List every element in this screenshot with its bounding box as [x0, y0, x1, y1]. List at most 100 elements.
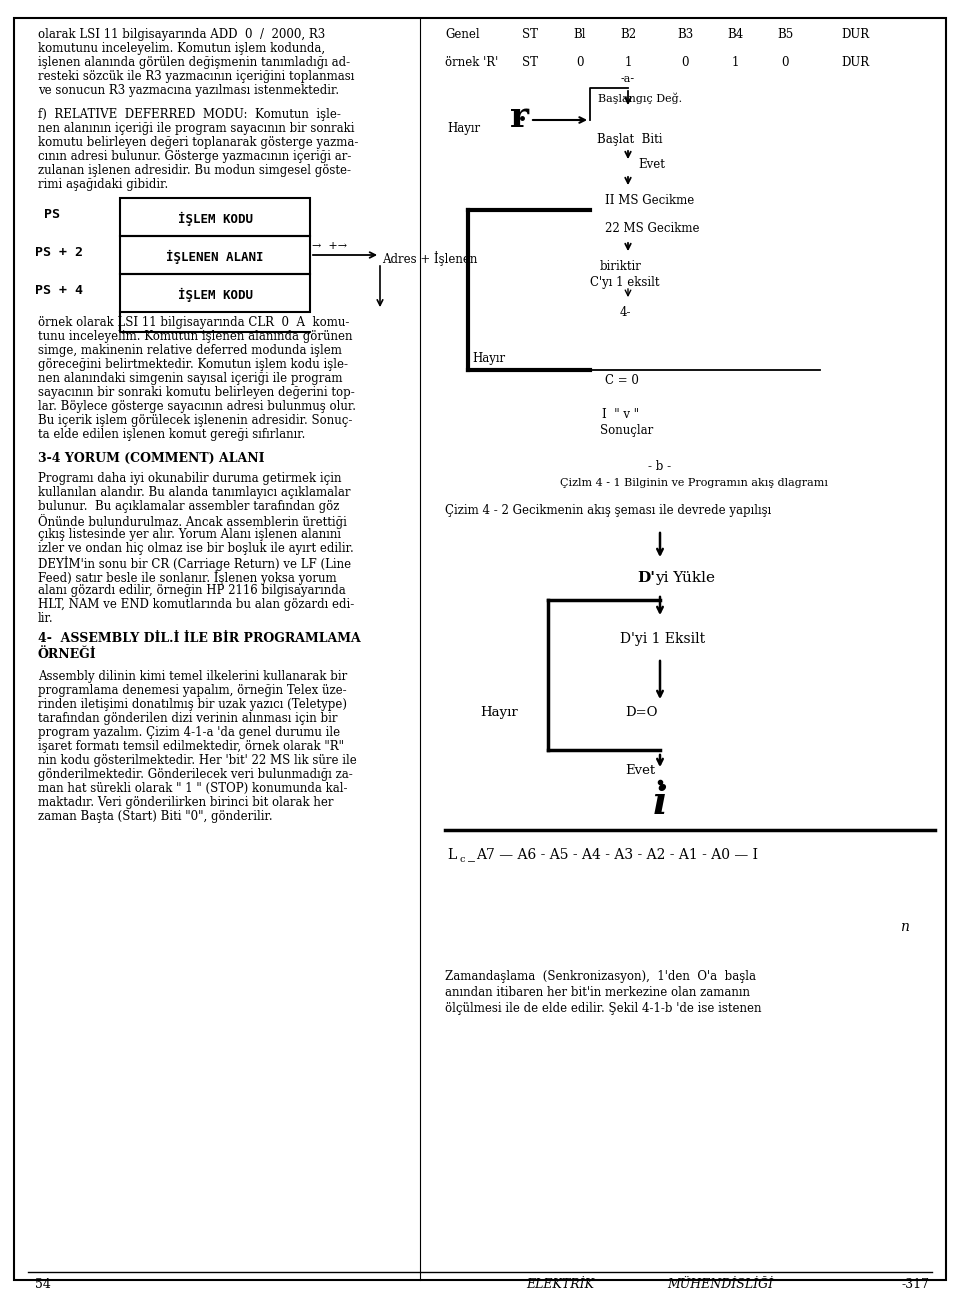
Text: programlama denemesi yapalım, örneğin Telex üze-: programlama denemesi yapalım, örneğin Te…: [38, 684, 347, 697]
Text: 22 MS Gecikme: 22 MS Gecikme: [605, 222, 700, 235]
Text: izler ve ondan hiç olmaz ise bir boşluk ile ayırt edilir.: izler ve ondan hiç olmaz ise bir boşluk …: [38, 543, 353, 556]
Text: Bl: Bl: [574, 29, 587, 42]
Text: 0: 0: [682, 56, 688, 69]
Text: Adres + İşlenen: Adres + İşlenen: [382, 252, 477, 266]
Text: L: L: [447, 848, 456, 862]
Text: Sonuçlar: Sonuçlar: [600, 424, 653, 437]
Text: 1: 1: [624, 56, 632, 69]
Text: komutunu inceleyelim. Komutun işlem kodunda,: komutunu inceleyelim. Komutun işlem kodu…: [38, 42, 325, 55]
Text: f)  RELATIVE  DEFERRED  MODU:  Komutun  işle-: f) RELATIVE DEFERRED MODU: Komutun işle-: [38, 108, 341, 121]
Text: B3: B3: [677, 29, 693, 42]
Text: zulanan işlenen adresidir. Bu modun simgesel göste-: zulanan işlenen adresidir. Bu modun simg…: [38, 164, 351, 177]
Text: İŞLEM KODU: İŞLEM KODU: [178, 288, 252, 302]
Text: Hayır: Hayır: [480, 706, 517, 719]
Text: Genel: Genel: [445, 29, 480, 42]
Text: lir.: lir.: [38, 611, 54, 626]
Text: PS: PS: [44, 208, 60, 221]
Text: PS + 2: PS + 2: [35, 247, 83, 260]
Text: Assembly dilinin kimi temel ilkelerini kullanarak bir: Assembly dilinin kimi temel ilkelerini k…: [38, 670, 348, 683]
Text: →  +→: → +→: [312, 241, 348, 251]
Text: Hayır: Hayır: [472, 352, 505, 365]
Text: göreceğini belirtmektedir. Komutun işlem kodu işle-: göreceğini belirtmektedir. Komutun işlem…: [38, 358, 348, 371]
Text: n: n: [900, 920, 909, 935]
Text: tarafından gönderilen dizi verinin alınması için bir: tarafından gönderilen dizi verinin alınm…: [38, 713, 338, 726]
Text: Çizim 4 - 2 Gecikmenin akış şeması ile devrede yapılışı: Çizim 4 - 2 Gecikmenin akış şeması ile d…: [445, 504, 771, 517]
Text: Hayır: Hayır: [447, 122, 480, 135]
Text: HLT, NAM ve END komutlarında bu alan gözardı edi-: HLT, NAM ve END komutlarında bu alan göz…: [38, 598, 354, 611]
Text: B2: B2: [620, 29, 636, 42]
Text: alanı gözardı edilir, örneğin HP 2116 bilgisayarında: alanı gözardı edilir, örneğin HP 2116 bi…: [38, 584, 346, 597]
Text: İŞLENEN ALANI: İŞLENEN ALANI: [166, 251, 264, 263]
Text: maktadır. Veri gönderilirken birinci bit olarak her: maktadır. Veri gönderilirken birinci bit…: [38, 796, 333, 809]
Text: rinden iletişimi donatılmış bir uzak yazıcı (Teletype): rinden iletişimi donatılmış bir uzak yaz…: [38, 698, 347, 711]
Text: c: c: [460, 855, 466, 864]
Text: örnek olarak LSI 11 bilgisayarında CLR  0  A  komu-: örnek olarak LSI 11 bilgisayarında CLR 0…: [38, 315, 349, 328]
Text: ÖRNEĞİ: ÖRNEĞİ: [38, 648, 97, 661]
Text: B5: B5: [777, 29, 793, 42]
Text: yi Yükle: yi Yükle: [655, 571, 715, 585]
Text: anından itibaren her bit'in merkezine olan zamanın: anından itibaren her bit'in merkezine ol…: [445, 986, 750, 999]
Text: D=O: D=O: [625, 706, 658, 719]
Text: Başlat  Biti: Başlat Biti: [597, 132, 662, 145]
Text: - b -: - b -: [648, 459, 672, 472]
Text: 0: 0: [576, 56, 584, 69]
Text: Önünde bulundurulmaz. Ancak assemblerin ürettiği: Önünde bulundurulmaz. Ancak assemblerin …: [38, 514, 347, 530]
Text: nen alanının içeriği ile program sayacının bir sonraki: nen alanının içeriği ile program sayacın…: [38, 122, 354, 135]
Text: MÜHENDİSLİĞİ: MÜHENDİSLİĞİ: [667, 1279, 773, 1292]
Text: DUR: DUR: [841, 56, 869, 69]
Text: Bu içerik işlem görülecek işlenenin adresidir. Sonuç-: Bu içerik işlem görülecek işlenenin adre…: [38, 414, 352, 427]
Bar: [120, 199, 310, 236]
Text: ELEKTRİK: ELEKTRİK: [526, 1279, 594, 1292]
Text: simge, makinenin relative deferred modunda işlem: simge, makinenin relative deferred modun…: [38, 344, 342, 357]
Text: B4: B4: [727, 29, 743, 42]
Text: Çizlm 4 - 1 Bilginin ve Programın akış dlagramı: Çizlm 4 - 1 Bilginin ve Programın akış d…: [560, 478, 828, 488]
Text: sayacının bir sonraki komutu belirleyen değerini top-: sayacının bir sonraki komutu belirleyen …: [38, 386, 355, 398]
Text: çıkış listesinde yer alır. Yorum Alanı işlenen alanını: çıkış listesinde yer alır. Yorum Alanı i…: [38, 528, 341, 541]
Text: resteki sözcük ile R3 yazmacının içeriğini toplanması: resteki sözcük ile R3 yazmacının içeriği…: [38, 70, 354, 83]
Text: biriktir: biriktir: [600, 260, 642, 273]
Text: Zamandaşlama  (Senkronizasyon),  1'den  O'a  başla: Zamandaşlama (Senkronizasyon), 1'den O'a…: [445, 970, 756, 983]
Text: cının adresi bulunur. Gösterge yazmacının içeriği ar-: cının adresi bulunur. Gösterge yazmacını…: [38, 151, 351, 164]
Text: rimi aşağıdaki gibidir.: rimi aşağıdaki gibidir.: [38, 178, 168, 191]
Text: DEYİM'in sonu bir CR (Carriage Return) ve LF (Line: DEYİM'in sonu bir CR (Carriage Return) v…: [38, 556, 351, 571]
Text: DUR: DUR: [841, 29, 869, 42]
Text: nen alanındaki simgenin sayısal içeriği ile program: nen alanındaki simgenin sayısal içeriği …: [38, 373, 343, 386]
Text: r: r: [510, 100, 529, 134]
Text: 4-: 4-: [620, 306, 632, 319]
Text: işlenen alanında görülen değişmenin tanımladığı ad-: işlenen alanında görülen değişmenin tanı…: [38, 56, 350, 69]
Text: gönderilmektedir. Gönderilecek veri bulunmadığı za-: gönderilmektedir. Gönderilecek veri bulu…: [38, 768, 352, 781]
Text: komutu belirleyen değeri toplanarak gösterge yazma-: komutu belirleyen değeri toplanarak göst…: [38, 136, 358, 149]
Text: D'yi 1 Eksilt: D'yi 1 Eksilt: [620, 632, 706, 646]
Text: ST: ST: [522, 29, 538, 42]
Text: _: _: [468, 848, 475, 862]
Text: 54: 54: [35, 1279, 51, 1292]
Text: I  " v ": I " v ": [602, 408, 639, 421]
Text: 0: 0: [781, 56, 789, 69]
Text: man hat sürekli olarak " 1 " (STOP) konumunda kal-: man hat sürekli olarak " 1 " (STOP) konu…: [38, 781, 348, 794]
Bar: [120, 236, 310, 274]
Bar: [120, 274, 310, 312]
Text: D': D': [637, 571, 655, 585]
Text: 3-4 YORUM (COMMENT) ALANI: 3-4 YORUM (COMMENT) ALANI: [38, 452, 265, 465]
Text: Feed) satır besle ile sonlanır. İşlenen yoksa yorum: Feed) satır besle ile sonlanır. İşlenen …: [38, 570, 337, 585]
Text: tunu inceleyelim. Komutun işlenen alanında görünen: tunu inceleyelim. Komutun işlenen alanın…: [38, 330, 352, 343]
Text: bulunur.  Bu açıklamalar assembler tarafından göz: bulunur. Bu açıklamalar assembler tarafı…: [38, 500, 340, 513]
Text: işaret formatı temsil edilmektedir, örnek olarak "R": işaret formatı temsil edilmektedir, örne…: [38, 740, 344, 753]
Text: C'yı 1 eksilt: C'yı 1 eksilt: [590, 276, 660, 289]
Text: program yazalım. Çizim 4-1-a 'da genel durumu ile: program yazalım. Çizim 4-1-a 'da genel d…: [38, 726, 340, 739]
Text: ve sonucun R3 yazmacına yazılması istenmektedir.: ve sonucun R3 yazmacına yazılması istenm…: [38, 84, 339, 97]
Text: 1: 1: [732, 56, 738, 69]
Text: ST: ST: [522, 56, 538, 69]
Text: ta elde edilen işlenen komut gereği sıfırlanır.: ta elde edilen işlenen komut gereği sıfı…: [38, 428, 305, 441]
Text: C = 0: C = 0: [605, 374, 638, 387]
Text: Başlangıç Değ.: Başlangıç Değ.: [598, 92, 682, 104]
Text: II MS Gecikme: II MS Gecikme: [605, 193, 694, 206]
Text: -a-: -a-: [621, 74, 636, 84]
Text: PS + 4: PS + 4: [35, 284, 83, 297]
Text: kullanılan alandır. Bu alanda tanımlayıcı açıklamalar: kullanılan alandır. Bu alanda tanımlayıc…: [38, 485, 350, 498]
Text: zaman Başta (Start) Biti "0", gönderilir.: zaman Başta (Start) Biti "0", gönderilir…: [38, 810, 273, 823]
Text: ölçülmesi ile de elde edilir. Şekil 4-1-b 'de ise istenen: ölçülmesi ile de elde edilir. Şekil 4-1-…: [445, 1002, 761, 1015]
Text: lar. Böylece gösterge sayacının adresi bulunmuş olur.: lar. Böylece gösterge sayacının adresi b…: [38, 400, 356, 413]
Text: örnek 'R': örnek 'R': [445, 56, 498, 69]
Text: i: i: [653, 784, 667, 822]
